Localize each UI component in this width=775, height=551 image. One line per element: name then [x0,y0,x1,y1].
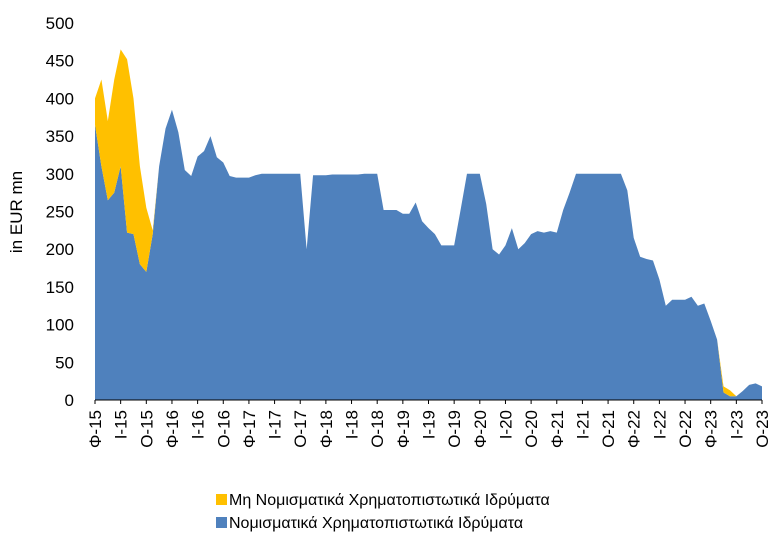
x-tick-label: Ι-23 [727,410,746,439]
x-tick-label: Φ-20 [471,410,490,448]
x-tick-label: Ο-23 [753,410,772,448]
x-tick-label: Ι-19 [420,410,439,439]
y-tick-label: 250 [46,203,74,222]
x-tick-label: Ο-19 [445,410,464,448]
x-tick-label: Ι-22 [650,410,669,439]
y-tick-label: 150 [46,278,74,297]
x-tick-label: Φ-23 [702,410,721,448]
x-tick-label: Φ-19 [394,410,413,448]
x-tick-label: Ι-20 [496,410,515,439]
x-tick-label: Φ-18 [317,410,336,448]
y-axis-label: in EUR mn [7,171,26,253]
x-tick-label: Ι-15 [112,410,131,439]
x-tick-label: Φ-22 [625,410,644,448]
x-tick-label: Φ-21 [548,410,567,448]
y-tick-label: 200 [46,240,74,259]
x-tick-label: Ο-15 [137,410,156,448]
legend-swatch [216,494,227,505]
legend-swatch [216,517,227,528]
legend-label: Μη Νομισματικά Χρηματοπιστωτικά Ιδρύματα [229,492,550,509]
x-tick-label: Ι-18 [343,410,362,439]
x-tick-label: Φ-15 [86,410,105,448]
x-tick-label: Φ-16 [163,410,182,448]
y-tick-label: 100 [46,316,74,335]
x-tick-label: Ι-21 [573,410,592,439]
y-tick-label: 50 [55,353,74,372]
y-tick-label: 350 [46,127,74,146]
x-tick-label: Ο-18 [368,410,387,448]
x-tick-label: Ι-16 [189,410,208,439]
legend-label: Νομισματικά Χρηματοπιστωτικά Ιδρύματα [229,515,523,532]
x-tick-label: Ο-17 [291,410,310,448]
y-tick-label: 0 [65,391,74,410]
y-tick-label: 300 [46,165,74,184]
x-tick-label: Φ-17 [240,410,259,448]
y-tick-label: 450 [46,52,74,71]
x-tick-label: Ο-16 [214,410,233,448]
x-tick-label: Ο-22 [676,410,695,448]
area [95,109,762,401]
x-tick-label: Ο-20 [522,410,541,448]
x-tick-label: Ι-17 [266,410,285,439]
x-tick-label: Ο-21 [599,410,618,448]
y-tick-label: 400 [46,89,74,108]
y-tick-label: 500 [46,14,74,33]
